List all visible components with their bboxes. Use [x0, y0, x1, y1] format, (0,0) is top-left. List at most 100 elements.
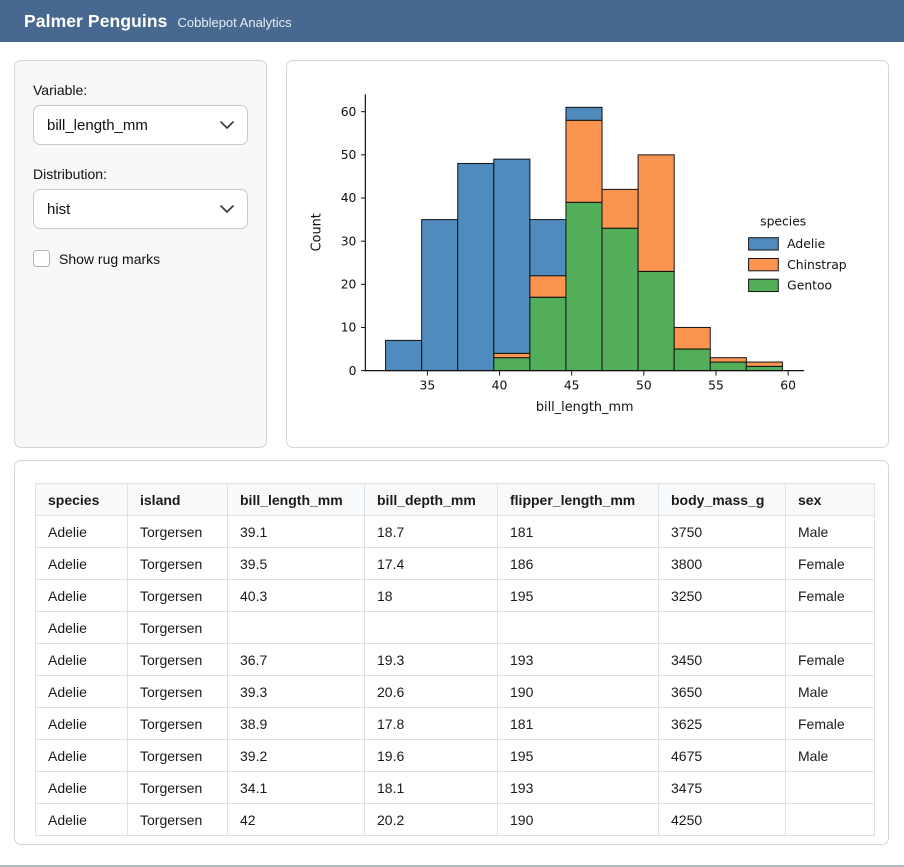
bar-chinstrap [565, 119, 603, 203]
column-header: bill_length_mm [227, 483, 365, 516]
table-row: Adelie Torgersen 36.7 19.3 193 3450 Female [35, 643, 875, 676]
table-cell: Torgersen [127, 611, 228, 644]
table-cell: 190 [497, 675, 659, 708]
table-cell: 181 [497, 707, 659, 740]
table-cell: 18 [364, 579, 498, 612]
table-cell: 19.6 [364, 739, 498, 772]
variable-select-value: bill_length_mm [47, 116, 148, 134]
y-tick-label: 10 [341, 321, 357, 335]
x-tick-label: 60 [780, 378, 796, 392]
table-cell: 3475 [658, 771, 786, 804]
y-tick-label: 0 [349, 364, 357, 378]
table-cell: 3750 [658, 515, 786, 548]
legend-label-adelie: Adelie [787, 237, 825, 251]
rug-checkbox-label: Show rug marks [59, 250, 161, 267]
page-bottom-edge [0, 865, 904, 867]
table-cell: Torgersen [127, 803, 228, 836]
bar-chinstrap [673, 326, 711, 350]
y-tick-label: 20 [341, 278, 357, 292]
table-cell: 34.1 [227, 771, 365, 804]
bar-chinstrap [745, 361, 783, 367]
sidebar: Variable: bill_length_mm Distribution: h… [14, 60, 267, 448]
table-cell: Torgersen [127, 579, 228, 612]
bar-gentoo [637, 270, 675, 372]
table-cell: 36.7 [227, 643, 365, 676]
table-cell: 193 [497, 643, 659, 676]
y-tick-label: 30 [341, 234, 357, 248]
table-cell: Female [785, 707, 875, 740]
column-header: body_mass_g [658, 483, 786, 516]
table-cell: 4675 [658, 739, 786, 772]
table-row: Adelie Torgersen 39.3 20.6 190 3650 Male [35, 675, 875, 708]
rug-checkbox-row: Show rug marks [33, 250, 248, 267]
penguins-table: species island bill_length_mm bill_depth_mm… [35, 483, 875, 836]
table-cell: 40.3 [227, 579, 365, 612]
variable-select[interactable]: bill_length_mm [33, 105, 248, 145]
chart-card: 35 40 45 50 55 60 0 10 20 30 40 50 60 bill_length_mm C… [286, 60, 889, 448]
table-cell: 38.9 [227, 707, 365, 740]
rug-checkbox[interactable] [33, 250, 50, 267]
distribution-select[interactable]: hist [33, 189, 248, 229]
table-cell: Adelie [35, 707, 128, 740]
table-cell: 3800 [658, 547, 786, 580]
legend-label-chinstrap: Chinstrap [787, 258, 847, 272]
bar-chinstrap [601, 188, 639, 229]
y-tick-label: 60 [341, 105, 357, 119]
app-title: Palmer Penguins [24, 11, 168, 31]
column-header: island [127, 483, 228, 516]
table-cell: 18.7 [364, 515, 498, 548]
table-cell: 39.2 [227, 739, 365, 772]
bar-gentoo [493, 357, 531, 372]
table-row: Adelie Torgersen 38.9 17.8 181 3625 Female [35, 707, 875, 740]
table-cell: Torgersen [127, 547, 228, 580]
table-cell: Adelie [35, 547, 128, 580]
bar-adelie [457, 162, 495, 372]
bar-chinstrap [637, 154, 675, 272]
table-cell: 17.4 [364, 547, 498, 580]
bar-gentoo [565, 201, 603, 372]
table-cell [785, 803, 875, 836]
table-row: Adelie Torgersen 39.2 19.6 195 4675 Male [35, 739, 875, 772]
table-cell: 181 [497, 515, 659, 548]
x-axis-label: bill_length_mm [536, 400, 634, 415]
table-cell: 195 [497, 579, 659, 612]
variable-label: Variable: [33, 82, 88, 98]
y-axis-label: Count [310, 213, 325, 251]
table-row: Adelie Torgersen 42 20.2 190 4250 [35, 803, 875, 836]
legend-label-gentoo: Gentoo [787, 279, 832, 293]
distribution-label: Distribution: [33, 166, 107, 182]
table-cell: 20.2 [364, 803, 498, 836]
table-cell: 20.6 [364, 675, 498, 708]
table-card: species island bill_length_mm bill_depth_mm… [14, 460, 889, 845]
table-row: Adelie Torgersen 40.3 18 195 3250 Female [35, 579, 875, 612]
table-cell: 190 [497, 803, 659, 836]
table-row: Adelie Torgersen [35, 611, 875, 644]
x-tick-label: 35 [420, 378, 436, 392]
table-cell: Torgersen [127, 707, 228, 740]
table-cell: 42 [227, 803, 365, 836]
navbar: Palmer Penguins Cobblepot Analytics [0, 0, 904, 42]
table-cell [785, 611, 875, 644]
table-cell: Torgersen [127, 643, 228, 676]
table-cell [785, 771, 875, 804]
table-cell: 3625 [658, 707, 786, 740]
bar-adelie [421, 219, 459, 372]
table-cell [497, 611, 659, 644]
legend-title: species [760, 214, 806, 228]
chevron-down-icon [220, 121, 234, 129]
bar-gentoo [745, 365, 783, 372]
distribution-select-value: hist [47, 200, 71, 218]
table-cell: Female [785, 643, 875, 676]
main-content: Variable: bill_length_mm Distribution: h… [0, 42, 904, 845]
column-header: flipper_length_mm [497, 483, 659, 516]
table-row: Adelie Torgersen 34.1 18.1 193 3475 [35, 771, 875, 804]
table-cell: Male [785, 739, 875, 772]
table-cell: 3450 [658, 643, 786, 676]
table-cell: 3650 [658, 675, 786, 708]
histogram-chart: 35 40 45 50 55 60 0 10 20 30 40 50 60 bill_length_mm C… [310, 94, 847, 415]
bar-adelie [529, 219, 567, 277]
legend-swatch-adelie [748, 237, 779, 251]
x-tick-label: 50 [636, 378, 652, 392]
table-cell [364, 611, 498, 644]
column-header: sex [785, 483, 875, 516]
